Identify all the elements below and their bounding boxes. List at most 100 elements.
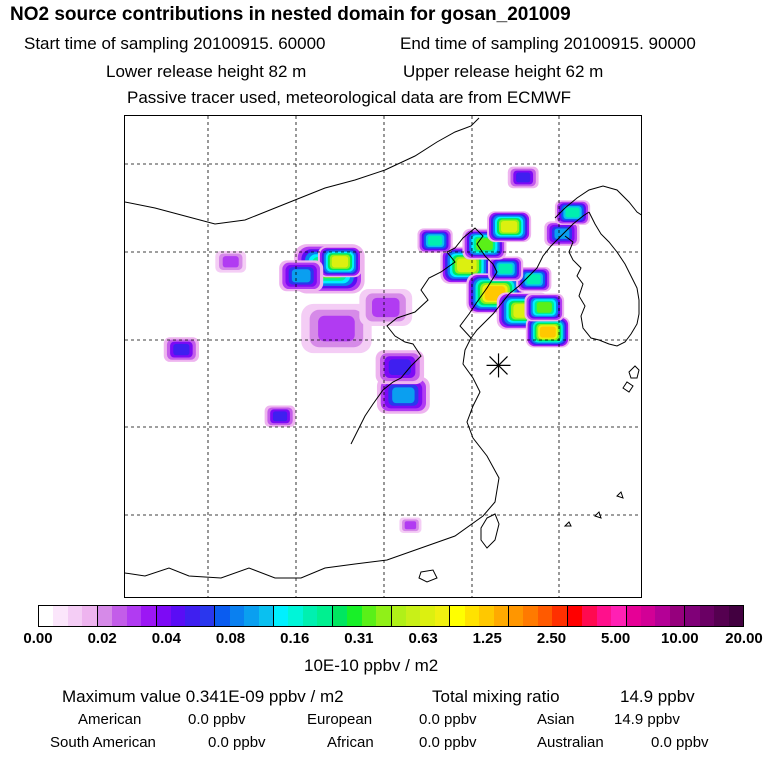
colorbar-swatch — [685, 606, 700, 626]
colorbar-swatch — [112, 606, 127, 626]
region-asian-label: Asian — [537, 711, 575, 728]
colorbar-tick-label: 0.16 — [280, 630, 310, 647]
colorbar-swatch — [669, 606, 685, 626]
colorbar-swatch — [523, 606, 538, 626]
concentration-cell — [475, 238, 493, 251]
colorbar-swatch — [626, 606, 641, 626]
colorbar-swatch — [714, 606, 729, 626]
concentration-cell — [457, 258, 477, 273]
coastline-korea — [470, 211, 590, 339]
colorbar-swatch — [244, 606, 259, 626]
concentration-cell — [500, 220, 518, 233]
colorbar-swatch — [611, 606, 626, 626]
colorbar-swatch — [302, 606, 318, 626]
colorbar-segment — [450, 606, 509, 626]
grid-lines — [125, 116, 641, 597]
colorbar-unit: 10E-10 ppbv / m2 — [304, 656, 439, 675]
colorbar-swatch — [596, 606, 612, 626]
colorbar-swatch — [699, 606, 715, 626]
colorbar-swatch — [347, 606, 362, 626]
concentration-cell — [222, 256, 239, 268]
colorbar-tick-label: 2.50 — [536, 630, 567, 647]
concentration-cell — [372, 297, 400, 318]
colorbar-tick-label: 0.00 — [23, 630, 53, 647]
colorbar-segment — [39, 606, 98, 626]
region-asian-value: 14.9 ppbv — [614, 711, 680, 728]
colorbar-swatch — [391, 606, 406, 626]
colorbar-tick-label: 20.00 — [725, 630, 763, 647]
colorbar-swatch — [361, 606, 377, 626]
colorbar-swatch — [450, 606, 465, 626]
colorbar-swatch — [464, 606, 480, 626]
colorbar-swatch — [53, 606, 68, 626]
colorbar-tick-label: 0.02 — [87, 630, 117, 647]
colorbar-tick-label: 0.04 — [151, 630, 181, 647]
colorbar-segment — [332, 606, 392, 626]
colorbar-swatch — [493, 606, 508, 626]
chart-title: NO2 source contributions in nested domai… — [10, 4, 571, 25]
colorbar-segment — [685, 606, 743, 626]
max-value-label: Maximum value 0.341E-09 ppbv / m2 — [62, 687, 344, 706]
colorbar-swatch — [405, 606, 421, 626]
coastline-ryukyu — [563, 491, 624, 527]
concentration-cell — [404, 521, 417, 530]
colorbar-swatch — [332, 606, 348, 626]
colorbar — [38, 605, 744, 627]
colorbar-segment — [391, 606, 451, 626]
concentration-cell — [392, 387, 415, 404]
colorbar-swatch — [655, 606, 670, 626]
colorbar-swatch — [567, 606, 583, 626]
concentration-cell — [539, 326, 556, 338]
colorbar-tick-label: 0.31 — [344, 630, 374, 647]
colorbar-segment — [626, 606, 686, 626]
map-panel — [124, 115, 642, 598]
colorbar-segment — [156, 606, 216, 626]
colorbar-swatch — [317, 606, 332, 626]
colorbar-tick-label: 5.00 — [601, 630, 631, 647]
colorbar-segment — [274, 606, 333, 626]
colorbar-tick-label: 1.25 — [472, 630, 502, 647]
concentration-cell — [173, 343, 190, 356]
region-australian-label: Australian — [537, 734, 604, 751]
colorbar-swatch — [288, 606, 303, 626]
concentration-cell — [498, 263, 513, 274]
concentration-cell — [428, 235, 443, 246]
concentration-cell — [536, 302, 552, 313]
receptor-marker — [486, 353, 511, 378]
region-american-label: American — [78, 711, 142, 728]
receptor-star-ray — [489, 355, 508, 375]
concentration-cell — [565, 207, 580, 218]
colorbar-swatch — [376, 606, 391, 626]
region-european-label: European — [307, 711, 373, 728]
colorbar-swatch — [537, 606, 553, 626]
concentration-cell — [516, 172, 531, 183]
colorbar-swatch — [640, 606, 656, 626]
colorbar-tick-label: 10.00 — [661, 630, 699, 647]
region-european-value: 0.0 ppbv — [419, 711, 477, 728]
start-time-label: Start time of sampling 20100915. 60000 — [24, 34, 326, 53]
concentration-cell — [331, 256, 349, 268]
coastline-taiwan — [480, 513, 500, 549]
colorbar-swatch — [67, 606, 83, 626]
lower-release-label: Lower release height 82 m — [106, 62, 307, 81]
colorbar-swatch — [82, 606, 97, 626]
colorbar-swatch — [434, 606, 450, 626]
colorbar-swatch — [582, 606, 597, 626]
colorbar-swatch — [552, 606, 567, 626]
colorbar-swatch — [141, 606, 156, 626]
colorbar-swatch — [479, 606, 494, 626]
coastline-japan — [622, 365, 640, 393]
colorbar-segment — [567, 606, 627, 626]
colorbar-swatch — [215, 606, 230, 626]
colorbar-segment — [509, 606, 568, 626]
colorbar-swatch — [199, 606, 215, 626]
colorbar-swatch — [728, 606, 743, 626]
colorbar-swatch — [229, 606, 245, 626]
colorbar-swatch — [185, 606, 200, 626]
total-mixing-label: Total mixing ratio — [432, 687, 560, 706]
coastline-korea-south — [564, 211, 640, 347]
colorbar-swatch — [156, 606, 171, 626]
colorbar-swatch — [274, 606, 289, 626]
colorbar-swatch — [126, 606, 142, 626]
colorbar-swatch — [258, 606, 273, 626]
